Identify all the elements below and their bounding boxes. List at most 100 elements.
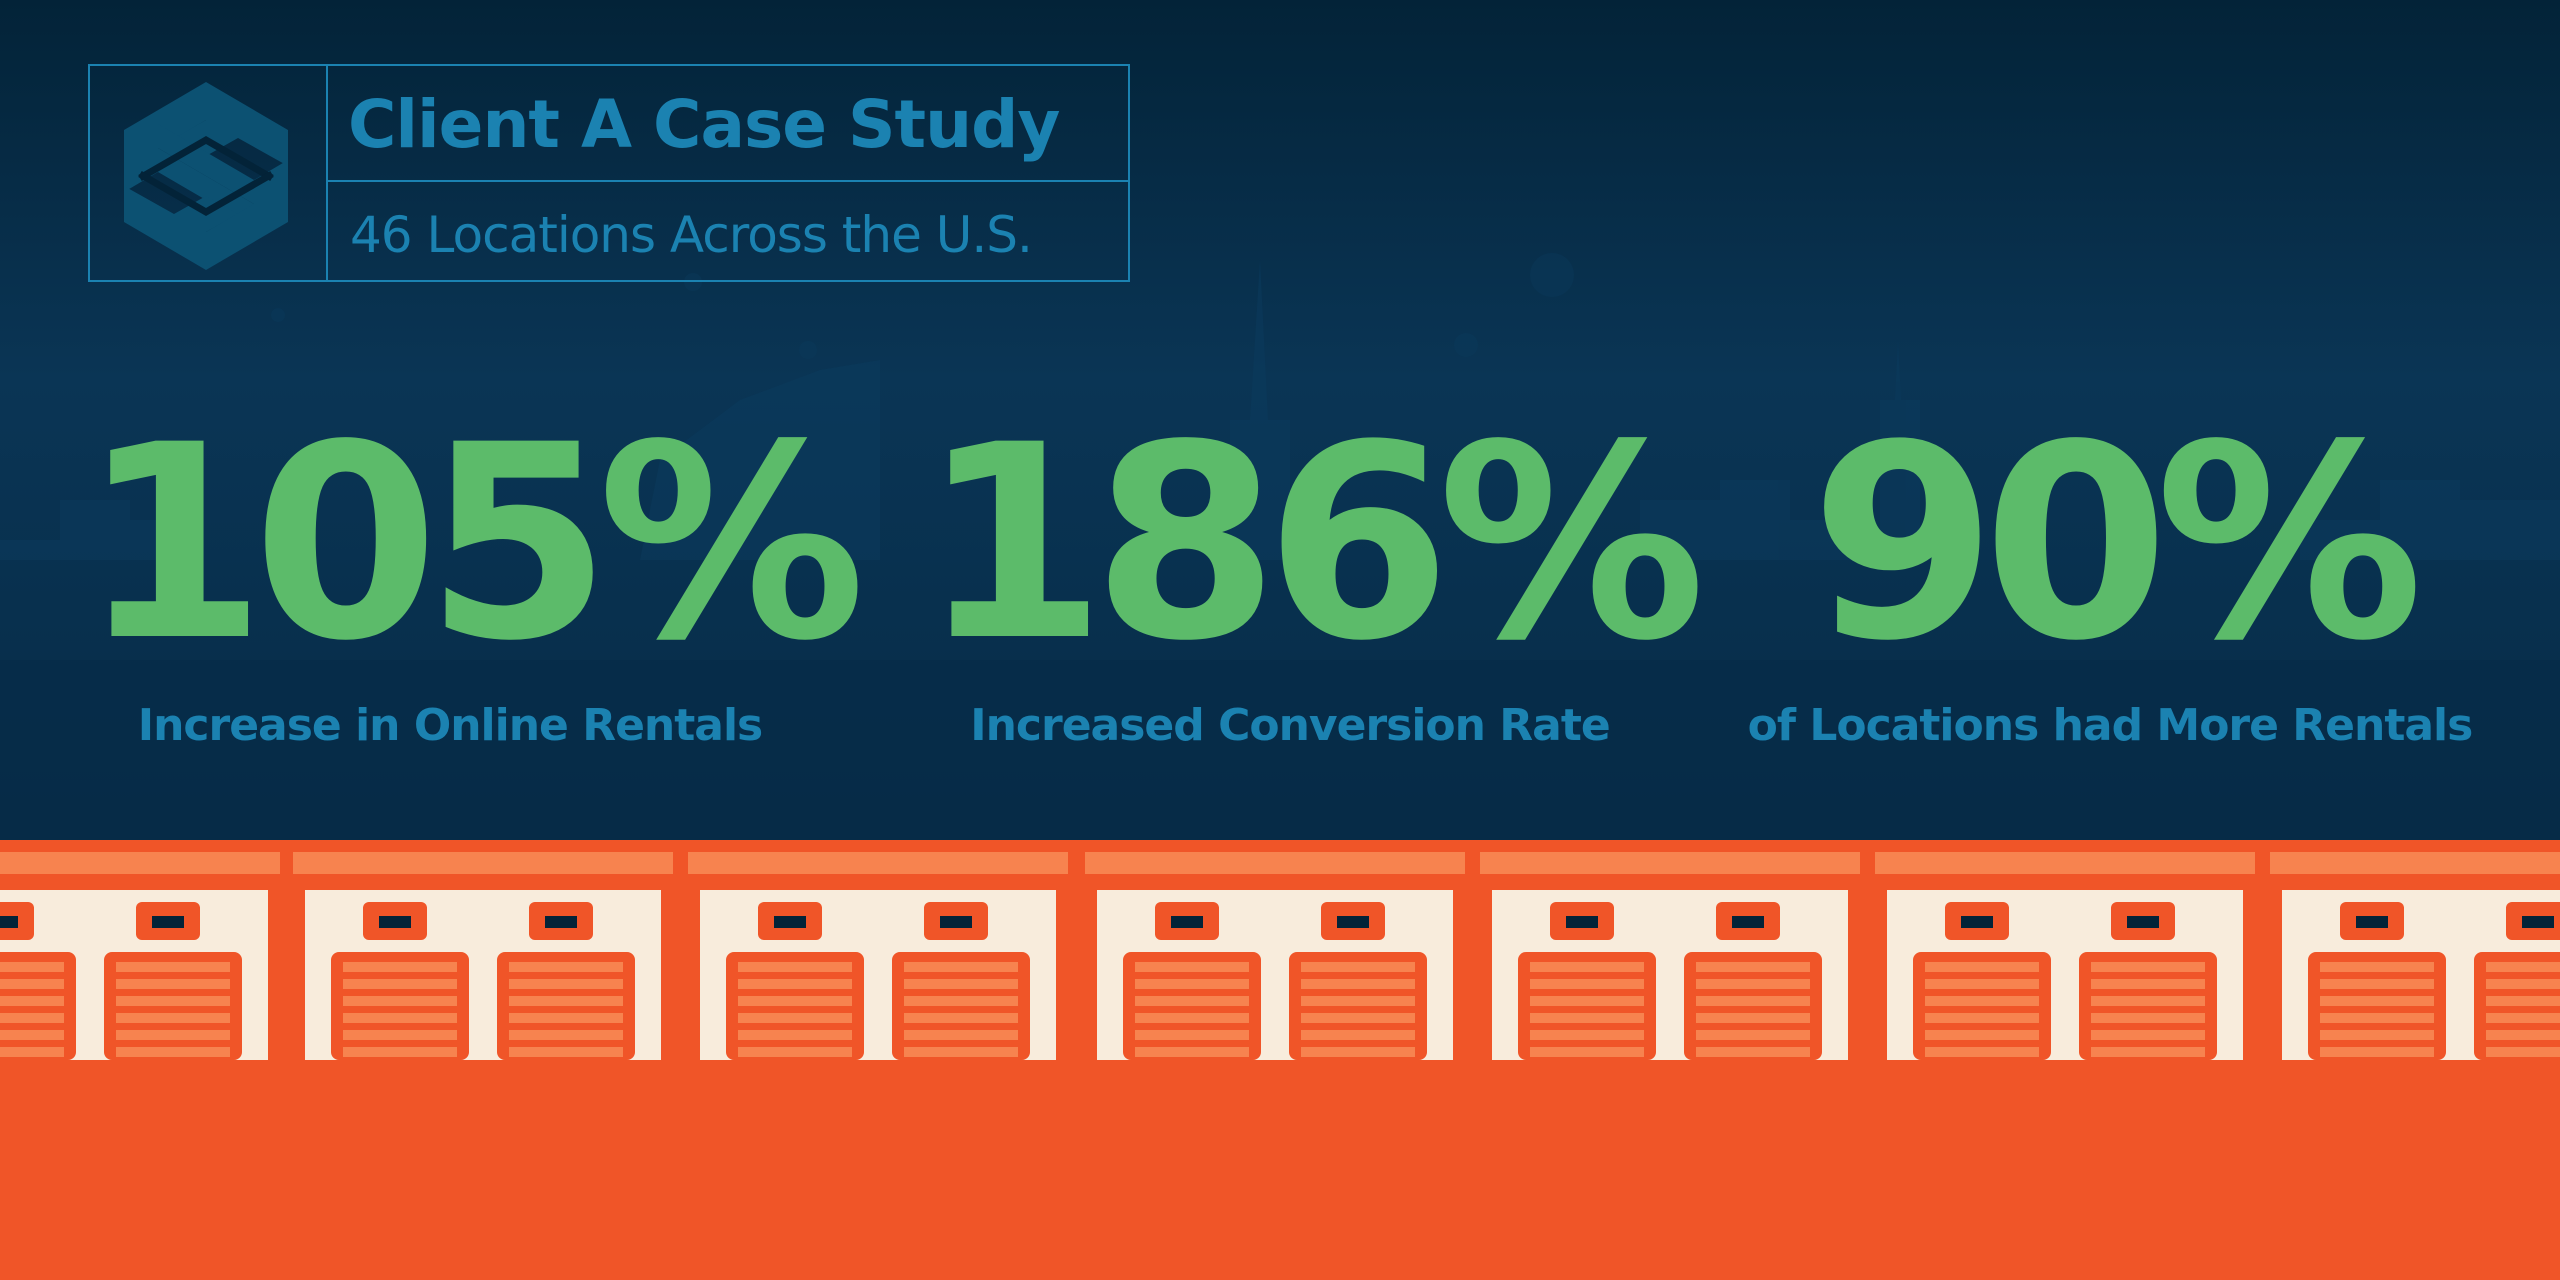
door-slat bbox=[1696, 996, 1810, 1006]
door-slat bbox=[509, 1047, 623, 1057]
unit-sign-slot bbox=[1566, 916, 1598, 928]
unit-sign-slot bbox=[1337, 916, 1369, 928]
door-slat bbox=[116, 996, 230, 1006]
door-slat bbox=[1301, 1047, 1415, 1057]
door-slat bbox=[1135, 962, 1249, 972]
door-slat bbox=[343, 1030, 457, 1040]
door-slat bbox=[509, 996, 623, 1006]
door-slat bbox=[2091, 1030, 2205, 1040]
door-slat bbox=[1530, 1030, 1644, 1040]
door-slat bbox=[2320, 1047, 2434, 1057]
door-slat bbox=[2486, 962, 2560, 972]
unit-sign-slot bbox=[1171, 916, 1203, 928]
door-slat bbox=[0, 1047, 64, 1057]
door-slat bbox=[2320, 1030, 2434, 1040]
door-slat bbox=[343, 1013, 457, 1023]
door-slat bbox=[2091, 1047, 2205, 1057]
unit-sign-slot bbox=[0, 916, 18, 928]
subtitle-row: 46 Locations Across the U.S. bbox=[328, 182, 1128, 280]
door-slat bbox=[1696, 1030, 1810, 1040]
door-slat bbox=[904, 996, 1018, 1006]
door-slat bbox=[1530, 979, 1644, 989]
s-logo-icon bbox=[124, 82, 288, 270]
storage-roof bbox=[1875, 852, 2255, 874]
door-slat bbox=[1135, 1030, 1249, 1040]
door-slat bbox=[0, 962, 64, 972]
door-slat bbox=[738, 1030, 852, 1040]
door-slat bbox=[1530, 996, 1644, 1006]
door-slat bbox=[1696, 1013, 1810, 1023]
door-slat bbox=[1925, 1030, 2039, 1040]
door-slat bbox=[509, 1013, 623, 1023]
door-slat bbox=[1301, 979, 1415, 989]
door-slat bbox=[904, 979, 1018, 989]
door-slat bbox=[2486, 1013, 2560, 1023]
door-slat bbox=[2320, 979, 2434, 989]
stat-label: Increase in Online Rentals bbox=[137, 700, 764, 751]
logo-cell bbox=[90, 66, 328, 280]
page-subtitle: 46 Locations Across the U.S. bbox=[350, 206, 1033, 264]
door-slat bbox=[1696, 1047, 1810, 1057]
title-row: Client A Case Study bbox=[328, 66, 1128, 182]
door-slat bbox=[1530, 1047, 1644, 1057]
door-slat bbox=[1925, 979, 2039, 989]
door-slat bbox=[1530, 962, 1644, 972]
door-slat bbox=[1135, 1013, 1249, 1023]
unit-sign-slot bbox=[2522, 916, 2554, 928]
door-slat bbox=[2320, 962, 2434, 972]
unit-sign-slot bbox=[545, 916, 577, 928]
stat-value: 186% bbox=[920, 388, 1706, 700]
door-slat bbox=[738, 1047, 852, 1057]
door-slat bbox=[0, 979, 64, 989]
storage-roof bbox=[1085, 852, 1465, 874]
door-slat bbox=[0, 996, 64, 1006]
door-slat bbox=[0, 1030, 64, 1040]
unit-sign-slot bbox=[2127, 916, 2159, 928]
door-slat bbox=[738, 979, 852, 989]
door-slat bbox=[343, 962, 457, 972]
door-slat bbox=[2320, 1013, 2434, 1023]
door-slat bbox=[116, 1013, 230, 1023]
hero-background: Client A Case Study 46 Locations Across … bbox=[0, 0, 2560, 840]
door-slat bbox=[509, 962, 623, 972]
door-slat bbox=[2486, 1030, 2560, 1040]
stat-label: of Locations had More Rentals bbox=[1747, 700, 2474, 751]
door-slat bbox=[2320, 996, 2434, 1006]
unit-sign-slot bbox=[1732, 916, 1764, 928]
door-slat bbox=[1135, 979, 1249, 989]
unit-sign-slot bbox=[774, 916, 806, 928]
door-slat bbox=[1301, 1013, 1415, 1023]
stat-label: Increased Conversion Rate bbox=[970, 700, 1611, 751]
storage-roof bbox=[293, 852, 673, 874]
city-skyline-illustration bbox=[0, 253, 2560, 840]
storage-roof bbox=[688, 852, 1068, 874]
door-slat bbox=[1696, 962, 1810, 972]
door-slat bbox=[2091, 996, 2205, 1006]
door-slat bbox=[738, 996, 852, 1006]
stat-online-rentals: 105% Increase in Online Rentals bbox=[80, 388, 866, 751]
door-slat bbox=[116, 979, 230, 989]
case-study-header: Client A Case Study 46 Locations Across … bbox=[88, 64, 1130, 282]
door-slat bbox=[1301, 962, 1415, 972]
door-slat bbox=[1925, 996, 2039, 1006]
door-slat bbox=[1530, 1013, 1644, 1023]
door-slat bbox=[116, 1030, 230, 1040]
door-slat bbox=[904, 1047, 1018, 1057]
door-slat bbox=[2091, 962, 2205, 972]
door-slat bbox=[343, 1047, 457, 1057]
door-slat bbox=[1925, 1047, 2039, 1057]
door-slat bbox=[1301, 1030, 1415, 1040]
stat-value: 105% bbox=[80, 388, 866, 700]
door-slat bbox=[904, 1030, 1018, 1040]
door-slat bbox=[738, 1013, 852, 1023]
door-slat bbox=[1135, 996, 1249, 1006]
door-slat bbox=[1925, 962, 2039, 972]
door-slat bbox=[2486, 979, 2560, 989]
door-slat bbox=[116, 962, 230, 972]
unit-sign-slot bbox=[2356, 916, 2388, 928]
page-title: Client A Case Study bbox=[348, 86, 1060, 163]
unit-sign-slot bbox=[940, 916, 972, 928]
stat-value: 90% bbox=[1810, 388, 2423, 700]
unit-sign-slot bbox=[1961, 916, 1993, 928]
door-slat bbox=[1301, 996, 1415, 1006]
